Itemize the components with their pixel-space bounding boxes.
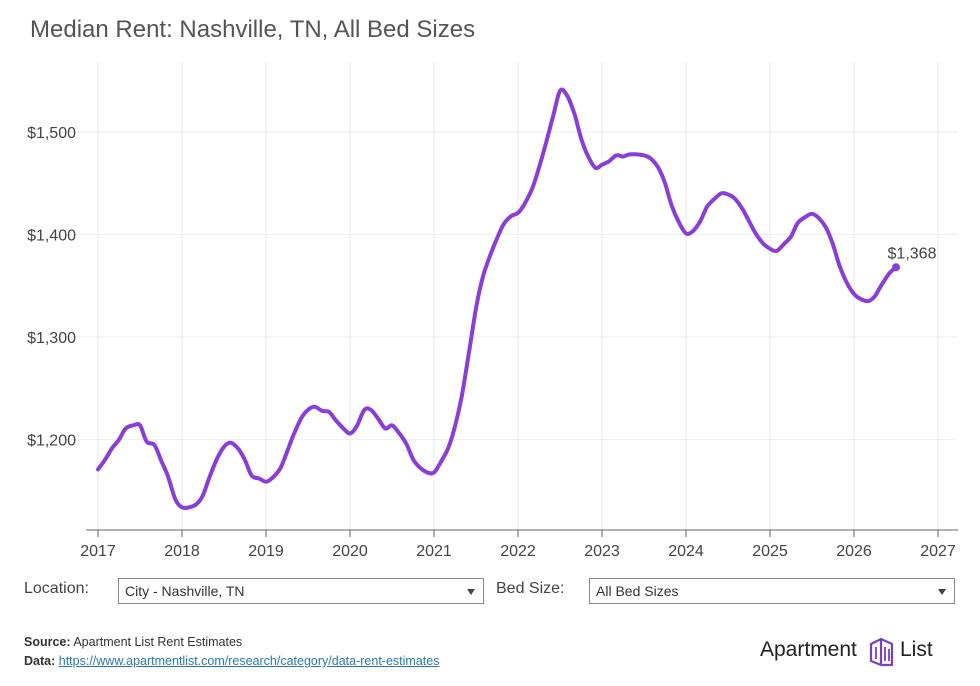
location-select[interactable]: City - Nashville, TN [118, 578, 484, 604]
x-tick-label: 2024 [668, 543, 704, 560]
x-tick-label: 2023 [584, 543, 620, 560]
x-tick-label: 2027 [920, 543, 956, 560]
x-tick-label: 2017 [80, 543, 116, 560]
x-tick-label: 2019 [248, 543, 284, 560]
data-label: Data: [24, 654, 56, 668]
end-point-marker [892, 263, 900, 272]
chart-footer: Source: Apartment List Rent Estimates Da… [24, 633, 439, 671]
bed-size-select[interactable]: All Bed Sizes [589, 578, 955, 604]
end-value-label: $1,368 [888, 245, 937, 262]
chart-controls: Location: City - Nashville, TN Bed Size:… [0, 578, 980, 608]
data-line: Data: https://www.apartmentlist.com/rese… [24, 652, 439, 671]
logo-text-right: List [900, 638, 933, 661]
source-text: Apartment List Rent Estimates [73, 635, 243, 649]
y-tick-label: $1,500 [27, 125, 76, 142]
chevron-down-icon [467, 589, 475, 595]
chart-grid [62, 62, 958, 530]
x-axis: 2017 2018 2019 2020 2021 2022 2023 2024 2025 2026… [80, 529, 958, 560]
source-label: Source: [24, 635, 71, 649]
rent-series-line [96, 87, 898, 511]
series-layer [96, 87, 898, 511]
y-tick-label: $1,400 [27, 227, 76, 244]
data-link[interactable]: https://www.apartmentlist.com/research/c… [58, 654, 440, 668]
x-tick-label: 2018 [164, 543, 200, 560]
x-tick-label: 2021 [416, 543, 452, 560]
x-tick-label: 2022 [500, 543, 536, 560]
chevron-down-icon [938, 589, 946, 595]
building-logo-icon [869, 637, 894, 667]
rent-line-chart: $1,200 $1,300 $1,400 $1,500 2017 2018 2019 202… [27, 62, 958, 560]
source-line: Source: Apartment List Rent Estimates [24, 633, 439, 652]
chart-title: Median Rent: Nashville, TN, All Bed Size… [30, 16, 476, 43]
y-tick-label: $1,300 [27, 330, 76, 347]
bed-size-label: Bed Size: [496, 580, 565, 597]
location-label: Location: [24, 580, 89, 597]
x-tick-label: 2026 [836, 543, 872, 560]
bed-size-value: All Bed Sizes [596, 583, 679, 599]
annotation-layer: $1,368 [888, 245, 937, 272]
y-tick-label: $1,200 [27, 433, 76, 450]
location-value: City - Nashville, TN [125, 583, 245, 599]
logo-text-left: Apartment [760, 638, 857, 661]
x-tick-label: 2020 [332, 543, 368, 560]
y-axis: $1,200 $1,300 $1,400 $1,500 [27, 125, 76, 450]
x-tick-label: 2025 [752, 543, 788, 560]
